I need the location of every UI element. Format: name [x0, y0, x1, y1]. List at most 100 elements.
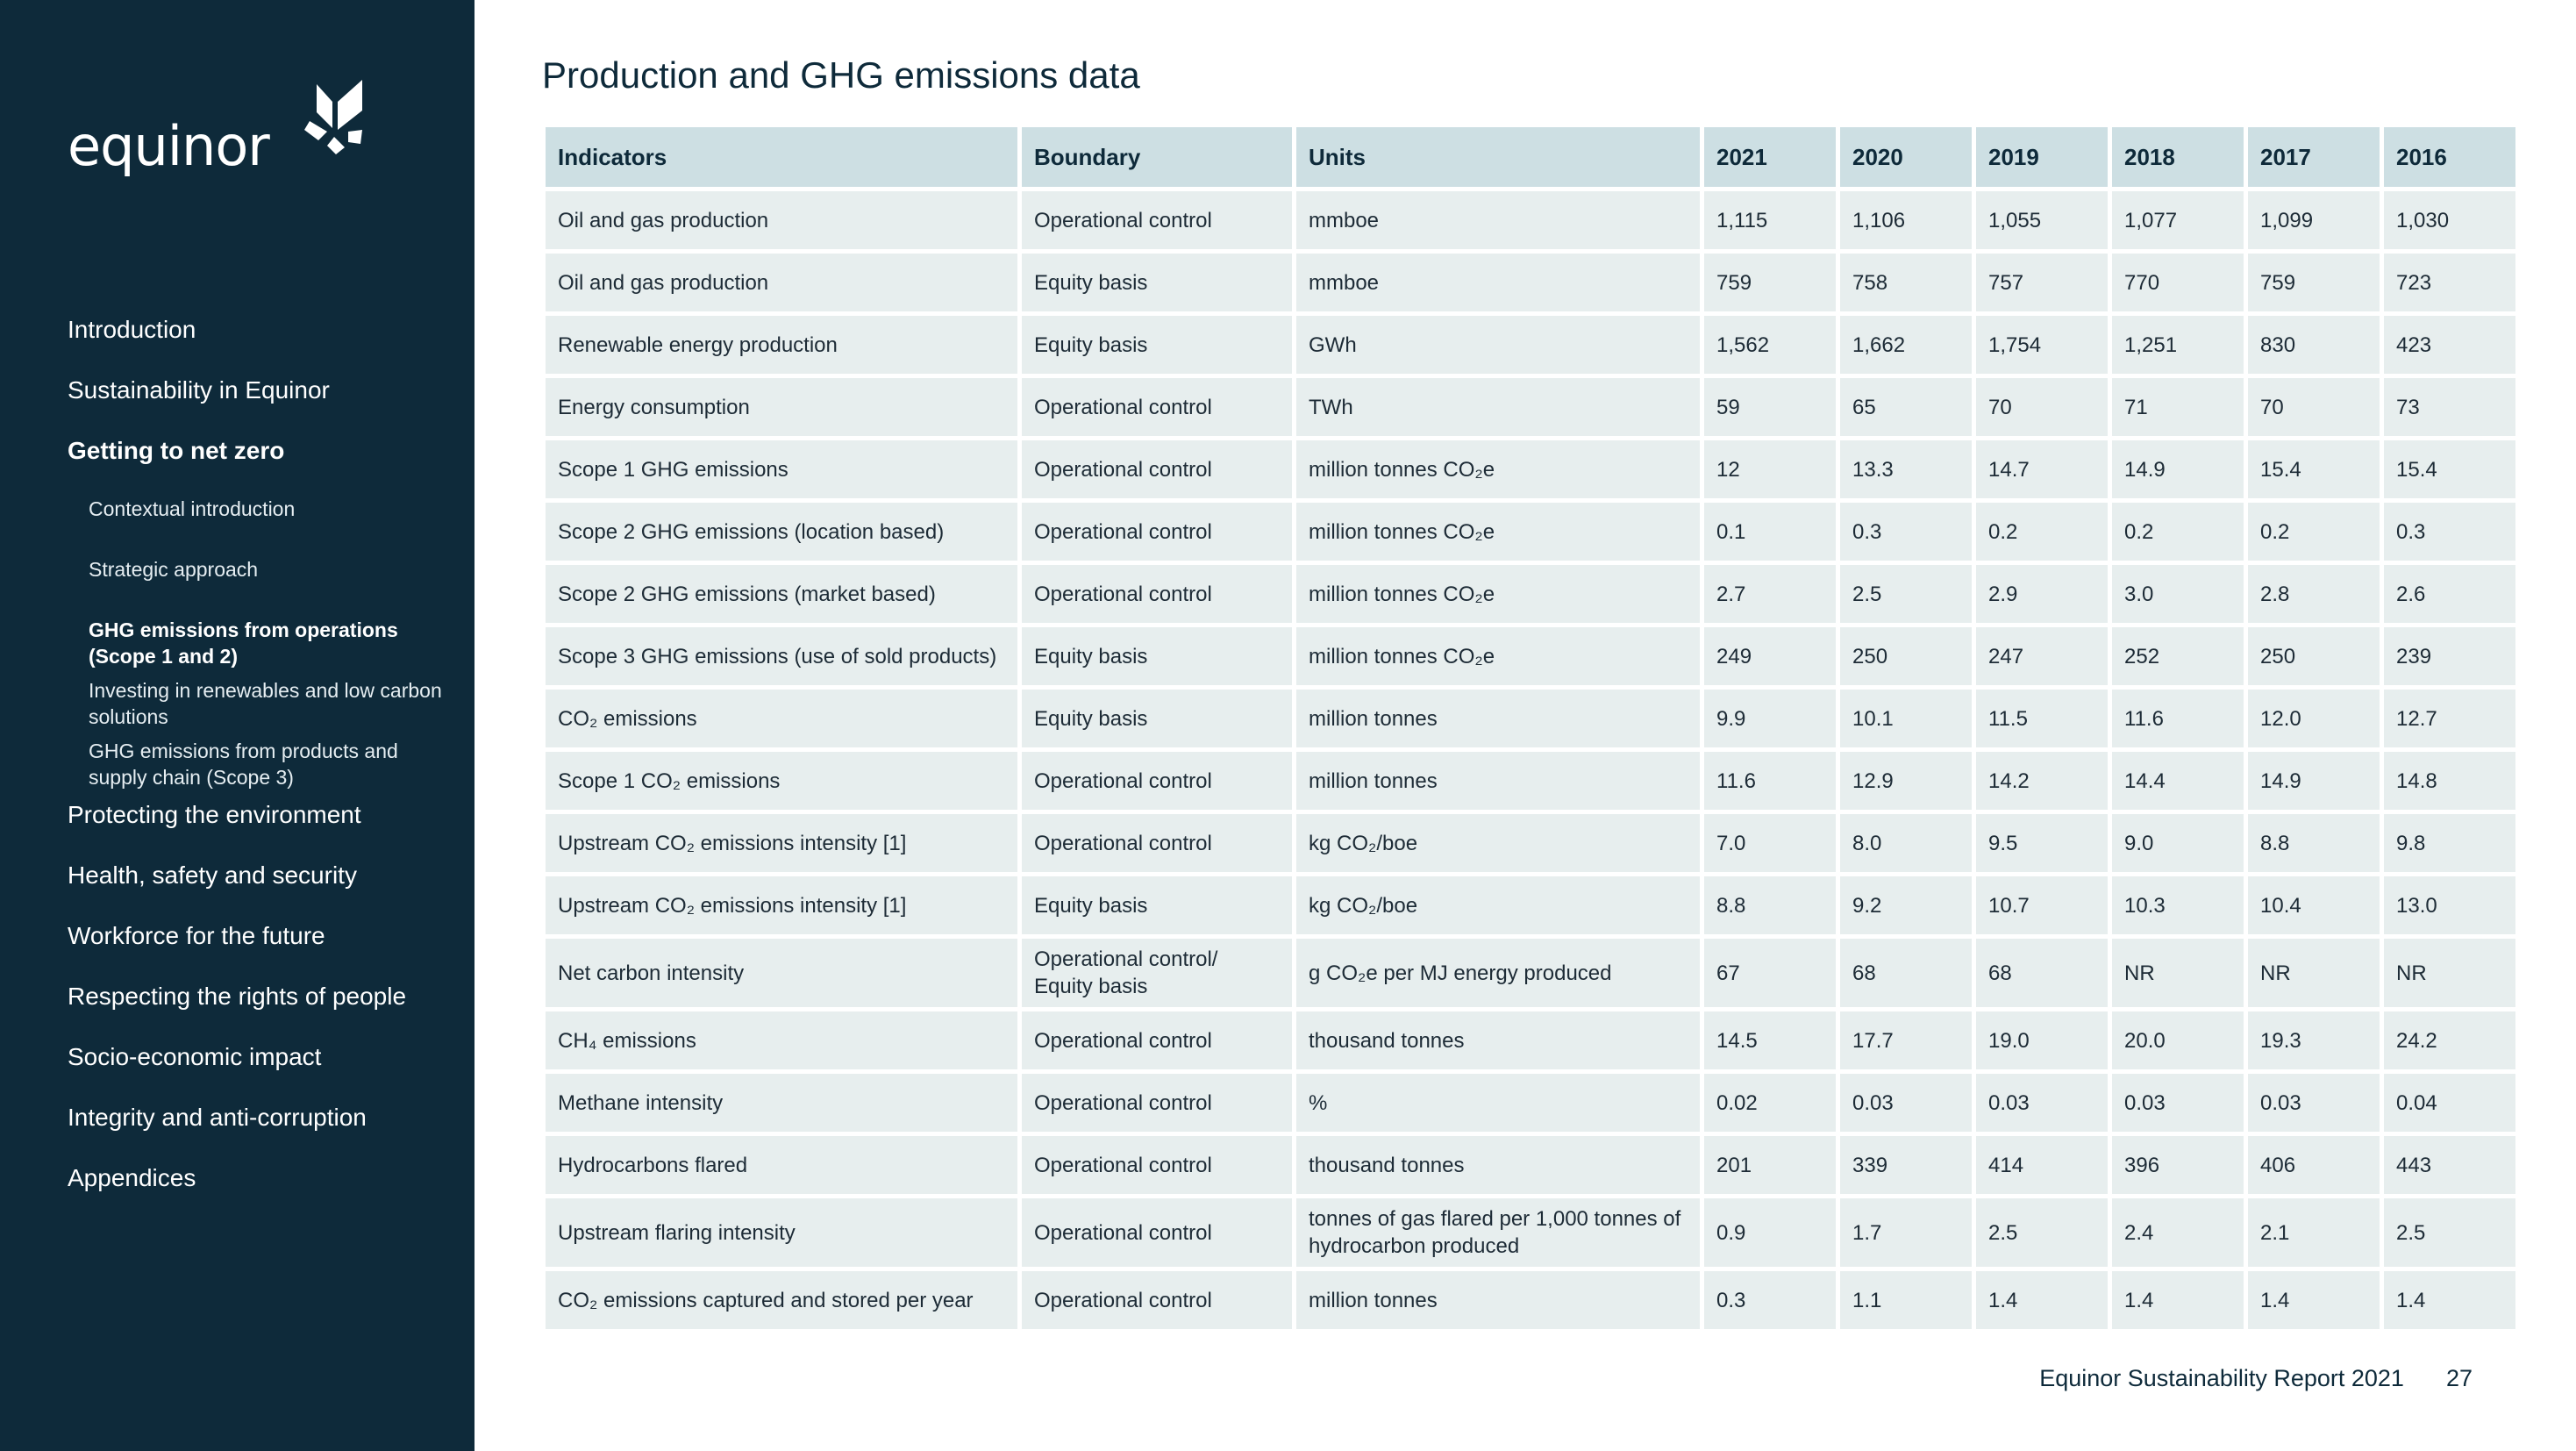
- units-cell: mmboe: [1296, 191, 1700, 249]
- value-cell: 68: [1976, 939, 2108, 1007]
- indicator-cell: Renewable energy production: [546, 316, 1017, 374]
- nav-item-contextual-introduction[interactable]: Contextual introduction: [89, 497, 296, 520]
- value-cell: 14.9: [2248, 752, 2380, 810]
- boundary-cell: Operational control: [1022, 503, 1292, 561]
- value-cell: 0.3: [2384, 503, 2515, 561]
- value-cell: 1,030: [2384, 191, 2515, 249]
- value-cell: 0.03: [1976, 1074, 2108, 1132]
- table-row: Upstream flaring intensity Operational co…: [546, 1198, 2515, 1267]
- units-cell: million tonnes CO₂e: [1296, 627, 1700, 685]
- value-cell: 0.1: [1704, 503, 1836, 561]
- nav-item-health-safety-and-security[interactable]: Health, safety and security: [68, 861, 357, 889]
- value-cell: 0.03: [2112, 1074, 2244, 1132]
- value-cell: 14.8: [2384, 752, 2515, 810]
- value-cell: 0.3: [1840, 503, 1972, 561]
- value-cell: 830: [2248, 316, 2380, 374]
- table-row: Hydrocarbons flared Operational control th…: [546, 1136, 2515, 1194]
- value-cell: 250: [1840, 627, 1972, 685]
- value-cell: 9.0: [2112, 814, 2244, 872]
- value-cell: 15.4: [2248, 440, 2380, 498]
- indicator-cell: Scope 1 GHG emissions: [546, 440, 1017, 498]
- value-cell: 3.0: [2112, 565, 2244, 623]
- indicator-cell: Scope 1 CO₂ emissions: [546, 752, 1017, 810]
- value-cell: 723: [2384, 254, 2515, 311]
- nav-item-ghg-emissions-from-operations-scope-1-and-2[interactable]: GHG emissions from operations (Scope 1 a…: [89, 618, 398, 668]
- boundary-cell: Operational control: [1022, 565, 1292, 623]
- nav-item-appendices[interactable]: Appendices: [68, 1164, 196, 1191]
- value-cell: 239: [2384, 627, 2515, 685]
- indicator-cell: Upstream CO₂ emissions intensity [1]: [546, 814, 1017, 872]
- nav-item-protecting-the-environment[interactable]: Protecting the environment: [68, 801, 361, 828]
- value-cell: 12: [1704, 440, 1836, 498]
- value-cell: 13.0: [2384, 876, 2515, 934]
- value-cell: 70: [1976, 378, 2108, 436]
- emissions-table: Indicators Boundary Units 2021 2020 2019 2018 2…: [541, 123, 2520, 1333]
- nav-item-socio-economic-impact[interactable]: Socio-economic impact: [68, 1043, 322, 1070]
- nav-item-investing-in-renewables-and-low-carbon-solutions[interactable]: Investing in renewables and low carbon s…: [89, 679, 442, 728]
- sidebar: equinor Introduction Sustainability in Eq…: [0, 0, 475, 1451]
- value-cell: 1.1: [1840, 1271, 1972, 1329]
- value-cell: 252: [2112, 627, 2244, 685]
- table-row: Oil and gas production Operational contro…: [546, 191, 2515, 249]
- value-cell: 0.2: [2112, 503, 2244, 561]
- units-cell: tonnes of gas flared per 1,000 tonnes of…: [1296, 1198, 1700, 1267]
- value-cell: 11.5: [1976, 690, 2108, 747]
- value-cell: 757: [1976, 254, 2108, 311]
- indicator-cell: Scope 2 GHG emissions (market based): [546, 565, 1017, 623]
- value-cell: 17.7: [1840, 1011, 1972, 1069]
- value-cell: 9.8: [2384, 814, 2515, 872]
- value-cell: 758: [1840, 254, 1972, 311]
- value-cell: 247: [1976, 627, 2108, 685]
- value-cell: 10.4: [2248, 876, 2380, 934]
- nav-item-ghg-emissions-from-products-and-supply-chain-scope-3[interactable]: GHG emissions from products and supply c…: [89, 740, 398, 789]
- value-cell: 1,115: [1704, 191, 1836, 249]
- value-cell: 70: [2248, 378, 2380, 436]
- nav-item-introduction[interactable]: Introduction: [68, 316, 196, 343]
- value-cell: 250: [2248, 627, 2380, 685]
- table-row: Scope 2 GHG emissions (location based) Op…: [546, 503, 2515, 561]
- value-cell: NR: [2248, 939, 2380, 1007]
- indicator-cell: Net carbon intensity: [546, 939, 1017, 1007]
- value-cell: 15.4: [2384, 440, 2515, 498]
- column-header: 2019: [1976, 127, 2108, 187]
- value-cell: 759: [1704, 254, 1836, 311]
- nav-item-strategic-approach[interactable]: Strategic approach: [89, 558, 259, 581]
- page-number: 27: [2445, 1365, 2473, 1391]
- nav-item-sustainability-in-equinor[interactable]: Sustainability in Equinor: [68, 376, 330, 404]
- value-cell: 13.3: [1840, 440, 1972, 498]
- column-header: Units: [1296, 127, 1700, 187]
- column-header: 2021: [1704, 127, 1836, 187]
- nav-item-integrity-and-anti-corruption[interactable]: Integrity and anti-corruption: [68, 1104, 367, 1131]
- value-cell: 9.5: [1976, 814, 2108, 872]
- table-row: Renewable energy production Equity basis G…: [546, 316, 2515, 374]
- value-cell: 0.02: [1704, 1074, 1836, 1132]
- value-cell: 10.1: [1840, 690, 1972, 747]
- equinor-logo[interactable]: equinor: [68, 75, 378, 174]
- value-cell: 14.9: [2112, 440, 2244, 498]
- value-cell: 14.7: [1976, 440, 2108, 498]
- column-header: Boundary: [1022, 127, 1292, 187]
- value-cell: 11.6: [2112, 690, 2244, 747]
- page-title: Production and GHG emissions data: [542, 54, 1140, 96]
- table-row: Oil and gas production Equity basis mmboe 7…: [546, 254, 2515, 311]
- units-cell: thousand tonnes: [1296, 1011, 1700, 1069]
- nav-item-respecting-the-rights-of-people[interactable]: Respecting the rights of people: [68, 983, 407, 1010]
- equinor-star-icon: [303, 80, 362, 154]
- sidebar-nav: Introduction Sustainability in Equinor Get…: [68, 314, 453, 1223]
- table-row: Methane intensity Operational control% 0.0…: [546, 1074, 2515, 1132]
- boundary-cell: Operational control: [1022, 440, 1292, 498]
- value-cell: 8.8: [1704, 876, 1836, 934]
- nav-item-getting-to-net-zero[interactable]: Getting to net zero: [68, 437, 285, 464]
- value-cell: 19.3: [2248, 1011, 2380, 1069]
- value-cell: 14.4: [2112, 752, 2244, 810]
- units-cell: mmboe: [1296, 254, 1700, 311]
- value-cell: 73: [2384, 378, 2515, 436]
- nav-item-workforce-for-the-future[interactable]: Workforce for the future: [68, 922, 325, 949]
- boundary-cell: Equity basis: [1022, 876, 1292, 934]
- boundary-cell: Equity basis: [1022, 690, 1292, 747]
- value-cell: 8.0: [1840, 814, 1972, 872]
- value-cell: 10.7: [1976, 876, 2108, 934]
- units-cell: million tonnes: [1296, 1271, 1700, 1329]
- value-cell: 0.3: [1704, 1271, 1836, 1329]
- indicator-cell: Upstream flaring intensity: [546, 1198, 1017, 1267]
